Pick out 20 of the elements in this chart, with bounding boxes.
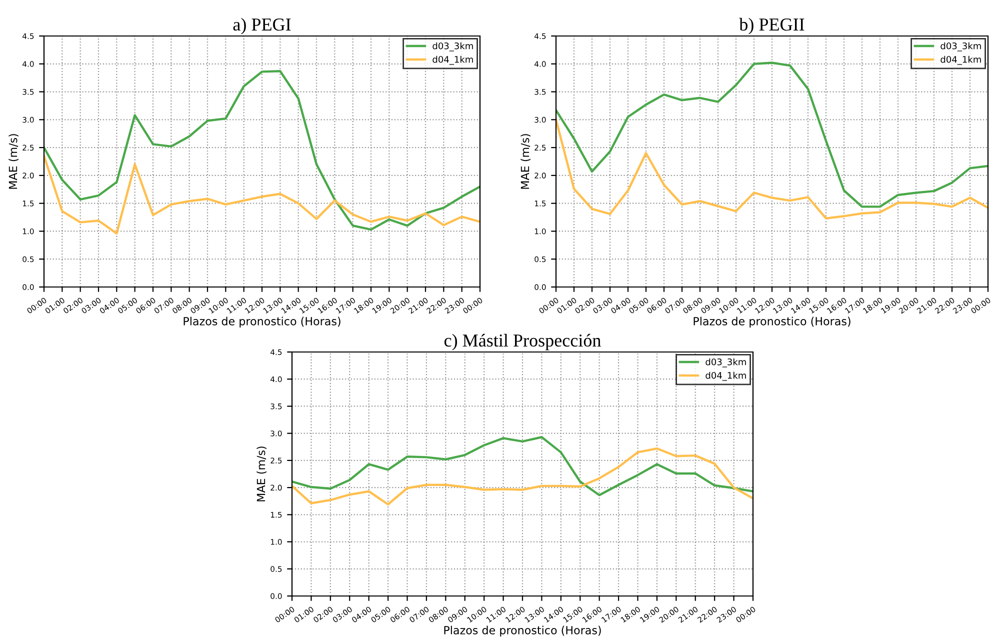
legend-label: d04_1km <box>432 56 473 65</box>
line-series <box>44 154 480 235</box>
x-axis-title: Plazos de pronostico (Horas) <box>694 316 850 328</box>
chart-title: b) PEGII <box>739 18 804 34</box>
y-axis-title: MAE (m/s) <box>8 134 19 189</box>
y-axis-title: MAE (m/s) <box>256 446 267 502</box>
legend-label: d03_3km <box>706 358 746 368</box>
chart-title: c) Mástil Prospección <box>444 334 601 350</box>
x-axis-title: Plazos de pronostico (Horas) <box>444 626 601 637</box>
legend-label: d04_1km <box>706 372 746 381</box>
legend-label: d03_3km <box>432 42 473 52</box>
chart-title: a) PEGI <box>233 18 291 34</box>
line-series <box>292 447 753 506</box>
legend-label: d04_1km <box>940 56 981 65</box>
y-axis-title: MAE (m/s) <box>520 134 531 189</box>
line-series <box>292 436 753 496</box>
legend-label: d03_3km <box>940 42 981 52</box>
line-series <box>556 118 988 220</box>
line-series <box>44 70 480 231</box>
x-axis-title: Plazos de pronostico (Horas) <box>184 316 340 328</box>
